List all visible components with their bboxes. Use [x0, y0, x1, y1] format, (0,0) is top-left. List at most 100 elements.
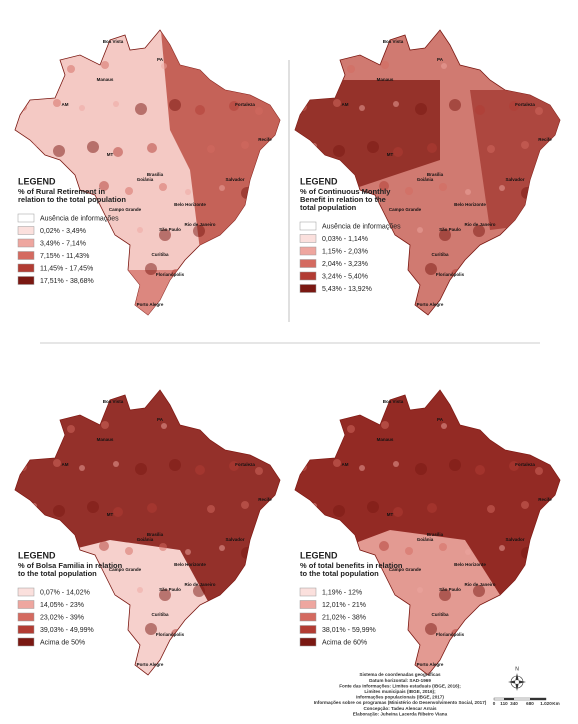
municipality	[497, 61, 509, 73]
municipality	[149, 390, 157, 391]
municipality	[359, 105, 365, 111]
municipality	[345, 545, 355, 555]
city-label: AM	[62, 102, 69, 107]
legend-swatch	[299, 246, 317, 256]
scale-label: 110	[500, 701, 508, 706]
municipality	[405, 187, 413, 195]
city-label: Rio de Janeiro	[184, 222, 215, 227]
municipality	[309, 30, 321, 31]
city-label: Porto Alegre	[417, 662, 444, 667]
municipality	[195, 59, 201, 65]
municipality	[343, 375, 355, 387]
city-label: Curitiba	[431, 612, 448, 617]
legend-swatch	[17, 263, 35, 273]
legend-swatch	[299, 284, 317, 293]
city-label: Curitiba	[431, 252, 448, 257]
municipality	[511, 631, 519, 639]
municipality	[521, 141, 529, 149]
municipality	[255, 107, 263, 115]
municipality	[145, 623, 157, 635]
municipality	[487, 505, 495, 513]
municipality	[231, 631, 239, 639]
municipality	[439, 543, 447, 551]
municipality	[429, 390, 437, 391]
municipality	[125, 547, 133, 555]
municipality	[473, 225, 485, 237]
city-label: Belo Horizonte	[454, 562, 486, 567]
municipality	[205, 625, 215, 635]
municipality	[209, 390, 215, 391]
city-label: Boa Vista	[103, 399, 124, 404]
municipality	[137, 227, 143, 233]
municipality	[255, 467, 263, 475]
city-label: Salvador	[505, 177, 524, 182]
municipality	[209, 30, 215, 31]
municipality	[295, 423, 297, 433]
legend-label: 2,04% - 3,23%	[322, 261, 368, 268]
municipality	[403, 17, 413, 27]
legend-swatch	[299, 637, 317, 647]
city-label: Boa Vista	[383, 399, 404, 404]
municipality	[15, 423, 17, 433]
municipality	[391, 267, 403, 279]
municipality	[449, 459, 461, 471]
legend-heading: LEGEND	[300, 176, 338, 186]
municipality	[15, 183, 17, 195]
municipality	[531, 417, 543, 429]
municipality	[489, 390, 495, 391]
legend-label: 12,01% - 21%	[322, 602, 366, 609]
municipality	[511, 271, 519, 279]
city-label: Salvador	[225, 537, 244, 542]
municipality	[381, 61, 389, 69]
municipality	[475, 59, 481, 65]
city-label: AM	[342, 102, 349, 107]
municipality	[311, 143, 317, 149]
municipality	[531, 57, 543, 69]
municipality	[369, 30, 379, 31]
scale-bar	[530, 698, 546, 700]
municipality	[295, 543, 297, 555]
municipality	[463, 19, 471, 27]
municipality	[89, 390, 99, 391]
legend-label: 39,03% - 49,99%	[40, 627, 94, 634]
legend-label: 0,07% - 14,02%	[40, 589, 90, 596]
municipality	[29, 390, 41, 391]
legend-title: % of total benefits in relation	[300, 561, 403, 570]
city-label: Florianópolis	[436, 272, 465, 277]
legend-label: 3,24% - 5,40%	[322, 273, 368, 280]
city-label: Recife	[258, 497, 272, 502]
city-label: Porto Alegre	[137, 662, 164, 667]
municipality	[217, 421, 229, 433]
municipality	[265, 627, 273, 635]
city-label: Fortaleza	[515, 462, 535, 467]
city-label: Florianópolis	[156, 632, 185, 637]
legend-swatch	[299, 600, 317, 609]
municipality	[417, 587, 423, 593]
legend-swatch	[17, 276, 35, 285]
city-label: Manaus	[97, 77, 114, 82]
city-label: Goiânia	[137, 177, 154, 182]
municipality	[475, 419, 481, 425]
municipality	[521, 187, 533, 199]
city-label: Brasília	[147, 532, 164, 537]
legend-swatch	[17, 251, 35, 260]
city-label: Belo Horizonte	[174, 562, 206, 567]
municipality	[161, 423, 167, 429]
legend-heading: LEGEND	[300, 550, 338, 560]
municipality	[523, 21, 529, 27]
municipality	[485, 265, 495, 275]
city-label: Brasília	[147, 172, 164, 177]
municipality	[103, 591, 109, 597]
municipality	[241, 501, 249, 509]
municipality	[111, 267, 123, 279]
municipality	[381, 421, 389, 429]
municipality	[449, 99, 461, 111]
municipality	[465, 189, 471, 195]
municipality	[53, 459, 61, 467]
municipality	[533, 227, 543, 237]
city-label: São Paulo	[439, 587, 461, 592]
city-label: Rio de Janeiro	[464, 222, 495, 227]
municipality	[545, 267, 553, 275]
municipality	[53, 145, 65, 157]
municipality	[405, 547, 413, 555]
